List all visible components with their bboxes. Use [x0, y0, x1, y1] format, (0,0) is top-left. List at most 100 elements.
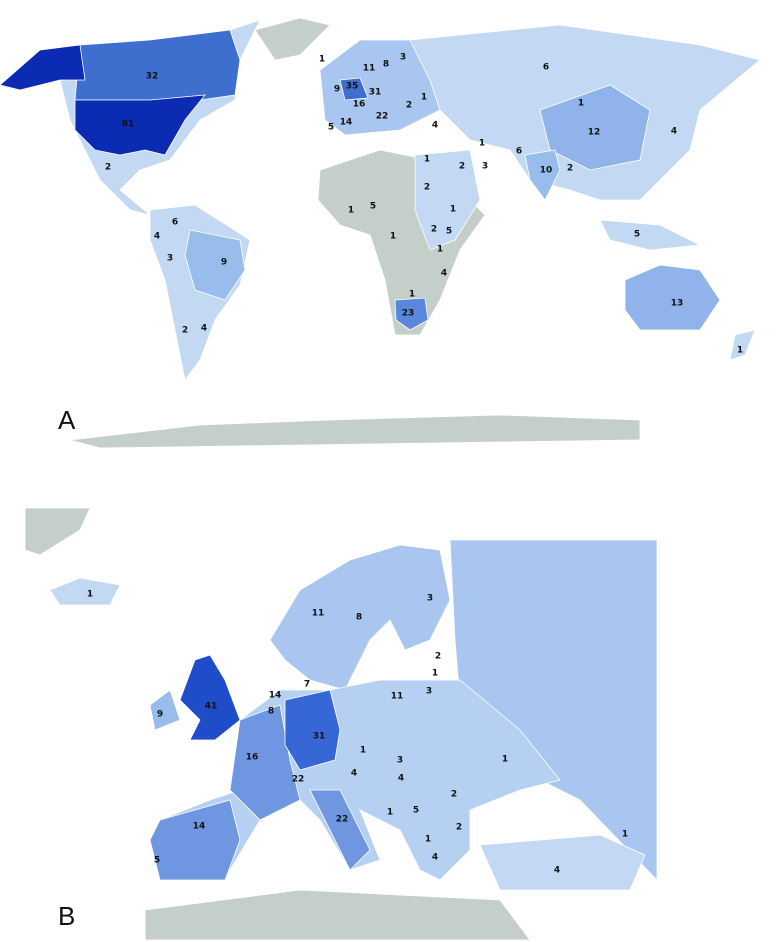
region-count: 5: [446, 227, 452, 237]
region-count: 5: [328, 123, 334, 133]
land: [149, 689, 181, 731]
region-count: 23: [402, 309, 415, 319]
region-count: 31: [313, 732, 326, 742]
region-count: 2: [451, 790, 457, 800]
region-count: 5: [154, 856, 160, 866]
region-count: 12: [588, 128, 601, 138]
region-count: 1: [421, 93, 427, 103]
region-count: 1: [348, 206, 354, 216]
world-map: [0, 17, 761, 449]
region-count: 1: [425, 835, 431, 845]
region-count: 9: [221, 258, 227, 268]
land: [69, 414, 641, 449]
land: [74, 29, 241, 101]
region-count: 5: [413, 806, 419, 816]
region-count: 5: [370, 202, 376, 212]
region-count: 16: [246, 753, 259, 763]
region-count: 4: [554, 866, 560, 876]
land: [414, 149, 481, 251]
region-count: 10: [540, 166, 553, 176]
region-count: 1: [479, 139, 485, 149]
region-count: 2: [105, 163, 111, 173]
region-count: 22: [292, 775, 305, 785]
region-count: 4: [398, 774, 404, 784]
region-count: 8: [268, 707, 274, 717]
region-count: 4: [351, 769, 357, 779]
region-count: 4: [441, 269, 447, 279]
land: [149, 204, 251, 381]
region-count: 41: [205, 702, 218, 712]
region-count: 2: [456, 823, 462, 833]
region-count: 31: [369, 88, 382, 98]
region-count: 11: [312, 609, 325, 619]
region-count: 2: [435, 652, 441, 662]
region-count: 13: [671, 299, 684, 309]
land: [524, 149, 561, 201]
land: [254, 17, 331, 61]
region-count: 7: [304, 680, 310, 690]
region-count: 14: [193, 822, 206, 832]
region-count: 14: [340, 118, 353, 128]
land: [624, 264, 721, 331]
region-count: 16: [353, 100, 366, 110]
region-count: 3: [427, 594, 433, 604]
region-count: 2: [406, 101, 412, 111]
region-count: 4: [154, 232, 160, 242]
region-count: 1: [622, 830, 628, 840]
region-count: 9: [157, 710, 163, 720]
region-count: 1: [578, 99, 584, 109]
region-count: 1: [409, 290, 415, 300]
region-count: 11: [391, 692, 404, 702]
region-count: 14: [269, 691, 282, 701]
region-count: 32: [146, 72, 159, 82]
region-count: 2: [431, 225, 437, 235]
europe-map: [24, 507, 658, 941]
land: [179, 654, 241, 741]
panel-label: A: [58, 405, 76, 435]
region-count: 4: [432, 121, 438, 131]
region-count: 3: [397, 756, 403, 766]
region-count: 6: [543, 63, 549, 73]
region-count: 8: [383, 60, 389, 70]
region-count: 22: [336, 815, 349, 825]
land: [394, 297, 429, 331]
region-count: 1: [390, 232, 396, 242]
land: [269, 544, 451, 691]
land: [729, 329, 756, 361]
land: [284, 689, 341, 771]
panel-label: B: [58, 901, 75, 931]
region-count: 3: [167, 254, 173, 264]
region-count: 1: [450, 205, 456, 215]
region-count: 1: [502, 755, 508, 765]
region-count: 6: [172, 218, 178, 228]
region-count: 5: [634, 230, 640, 240]
region-count: 1: [424, 155, 430, 165]
region-count: 2: [567, 164, 573, 174]
region-count: 4: [432, 853, 438, 863]
region-count: 3: [426, 687, 432, 697]
land: [49, 577, 121, 606]
region-count: 2: [459, 162, 465, 172]
land: [309, 789, 371, 871]
region-count: 4: [201, 324, 207, 334]
region-count: 3: [482, 162, 488, 172]
region-count: 22: [376, 112, 389, 122]
land: [24, 507, 91, 556]
region-count: 2: [182, 326, 188, 336]
land: [74, 94, 206, 156]
region-count: 1: [387, 808, 393, 818]
land: [229, 704, 301, 821]
region-count: 2: [424, 183, 430, 193]
region-count: 11: [363, 64, 376, 74]
land: [144, 889, 531, 941]
region-count: 8: [356, 613, 362, 623]
land: [0, 44, 86, 91]
region-count: 1: [432, 669, 438, 679]
region-count: 1: [319, 55, 325, 65]
region-count: 1: [87, 590, 93, 600]
land: [339, 77, 369, 101]
region-count: 1: [737, 346, 743, 356]
region-count: 81: [122, 120, 135, 130]
region-count: 35: [346, 82, 359, 92]
